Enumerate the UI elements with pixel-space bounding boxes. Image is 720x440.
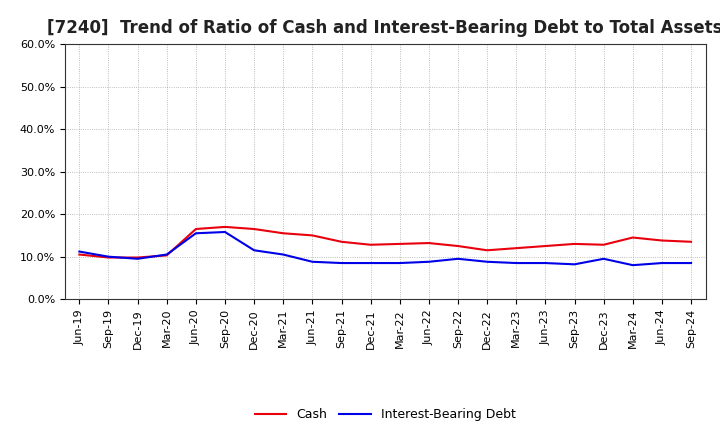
Interest-Bearing Debt xyxy=(483,259,492,264)
Cash xyxy=(687,239,696,245)
Cash xyxy=(483,248,492,253)
Interest-Bearing Debt xyxy=(75,249,84,254)
Cash xyxy=(192,226,200,231)
Cash xyxy=(395,241,404,246)
Interest-Bearing Debt xyxy=(629,263,637,268)
Line: Interest-Bearing Debt: Interest-Bearing Debt xyxy=(79,232,691,265)
Line: Cash: Cash xyxy=(79,227,691,257)
Cash xyxy=(104,255,113,260)
Cash xyxy=(337,239,346,245)
Cash xyxy=(220,224,229,230)
Cash xyxy=(512,246,521,251)
Interest-Bearing Debt xyxy=(163,252,171,257)
Interest-Bearing Debt xyxy=(220,229,229,235)
Interest-Bearing Debt xyxy=(279,252,287,257)
Cash xyxy=(163,253,171,258)
Interest-Bearing Debt xyxy=(512,260,521,266)
Cash xyxy=(425,240,433,246)
Cash xyxy=(570,241,579,246)
Interest-Bearing Debt xyxy=(425,259,433,264)
Interest-Bearing Debt xyxy=(192,231,200,236)
Interest-Bearing Debt xyxy=(104,254,113,259)
Interest-Bearing Debt xyxy=(541,260,550,266)
Interest-Bearing Debt xyxy=(454,256,462,261)
Title: [7240]  Trend of Ratio of Cash and Interest-Bearing Debt to Total Assets: [7240] Trend of Ratio of Cash and Intere… xyxy=(48,19,720,37)
Cash xyxy=(75,252,84,257)
Cash xyxy=(599,242,608,247)
Legend: Cash, Interest-Bearing Debt: Cash, Interest-Bearing Debt xyxy=(250,403,521,425)
Interest-Bearing Debt xyxy=(366,260,375,266)
Interest-Bearing Debt xyxy=(599,256,608,261)
Cash xyxy=(629,235,637,240)
Cash xyxy=(279,231,287,236)
Interest-Bearing Debt xyxy=(395,260,404,266)
Cash xyxy=(308,233,317,238)
Cash xyxy=(366,242,375,247)
Interest-Bearing Debt xyxy=(337,260,346,266)
Interest-Bearing Debt xyxy=(687,260,696,266)
Cash xyxy=(657,238,666,243)
Cash xyxy=(133,255,142,260)
Interest-Bearing Debt xyxy=(657,260,666,266)
Cash xyxy=(250,226,258,231)
Cash xyxy=(454,243,462,249)
Interest-Bearing Debt xyxy=(308,259,317,264)
Cash xyxy=(541,243,550,249)
Interest-Bearing Debt xyxy=(250,248,258,253)
Interest-Bearing Debt xyxy=(570,262,579,267)
Interest-Bearing Debt xyxy=(133,256,142,261)
